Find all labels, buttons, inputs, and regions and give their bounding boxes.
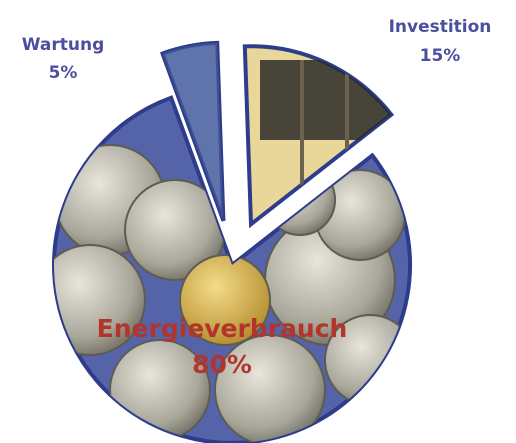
slice-label: Energieverbrauch (97, 314, 348, 343)
chart: Wartung 5% Investition 15% Energieverbrauch 8… (0, 0, 516, 443)
slice-label: Wartung (22, 35, 105, 55)
slice-texture (35, 145, 415, 443)
value-label: 5% (49, 63, 78, 83)
value-label: 15% (420, 46, 461, 66)
slice-label: Investition (389, 17, 492, 37)
panel-line (300, 60, 304, 200)
value-label: 80% (192, 350, 252, 379)
